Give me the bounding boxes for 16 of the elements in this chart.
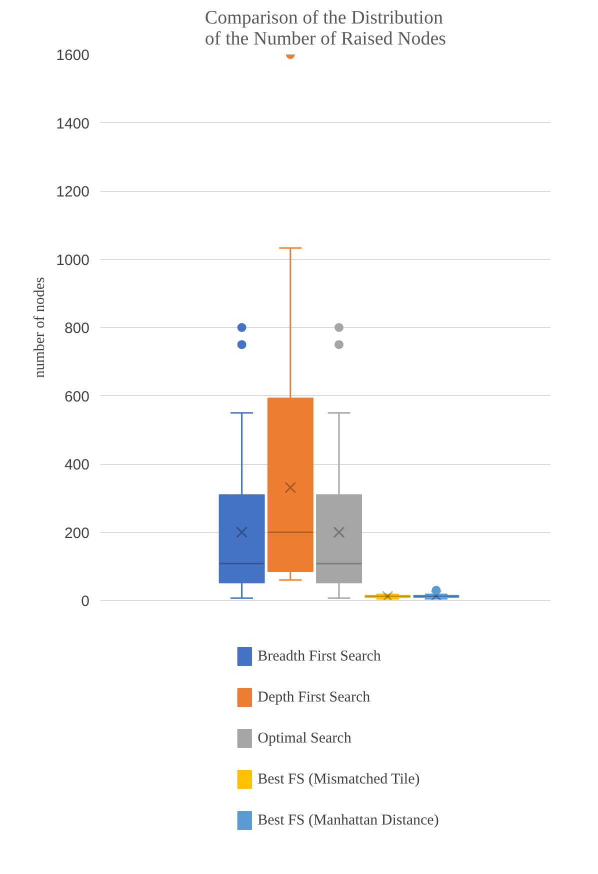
y-tick-label: 400 xyxy=(64,456,90,474)
y-tick-label: 1000 xyxy=(56,252,90,269)
legend-label: Breadth First Search xyxy=(258,648,382,664)
y-tick-label: 200 xyxy=(64,524,90,542)
y-axis-title: number of nodes xyxy=(32,276,48,378)
y-tick-label: 0 xyxy=(81,593,90,610)
y-tick-label: 800 xyxy=(64,320,90,337)
legend-label: Depth First Search xyxy=(258,690,371,706)
chart-title: Comparison of the Distribution of the Number of Raised Nodes xyxy=(204,8,446,50)
y-tick-label: 600 xyxy=(64,388,90,406)
legend-label: Best FS (Mismatched Tile) xyxy=(258,772,420,788)
legend-label: Best FS (Manhattan Distance) xyxy=(258,812,439,828)
legend-label: Optimal Search xyxy=(258,730,352,746)
y-tick-label: 1400 xyxy=(56,115,90,132)
y-tick-label: 1600 xyxy=(56,47,90,64)
y-tick-label: 1200 xyxy=(56,184,90,200)
